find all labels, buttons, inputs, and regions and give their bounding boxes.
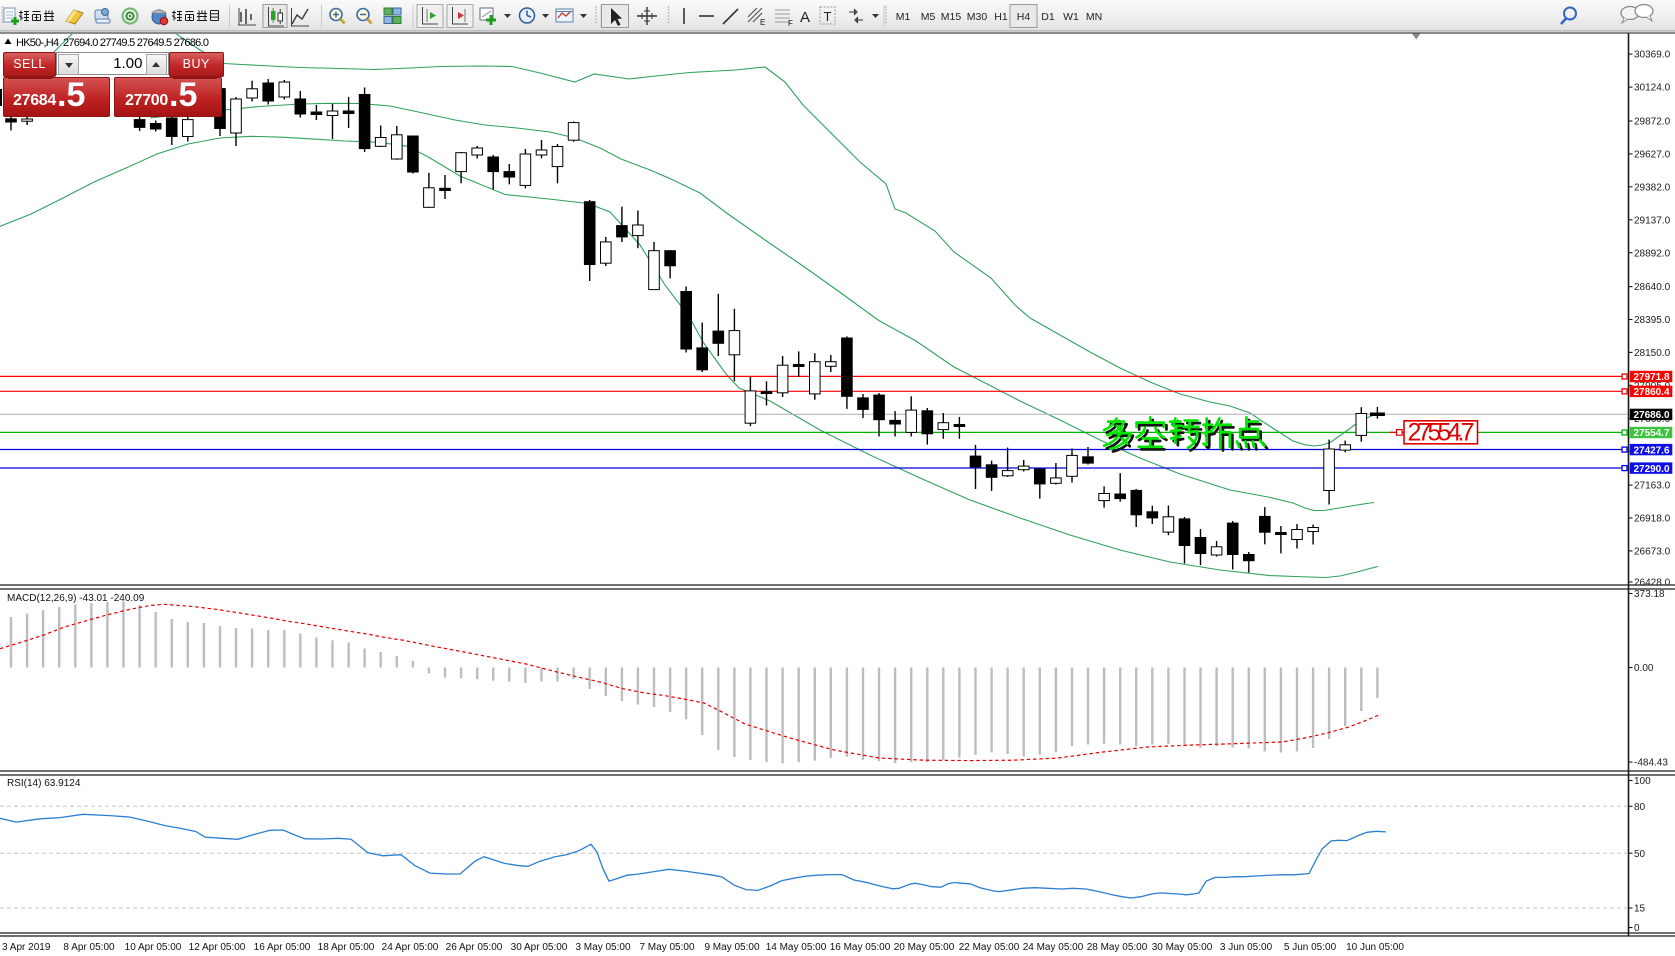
svg-text:22 May 05:00: 22 May 05:00: [959, 942, 1020, 953]
svg-text:28150.0: 28150.0: [1634, 348, 1671, 359]
svg-text:27554.7: 27554.7: [1634, 428, 1670, 439]
svg-text:27554.7: 27554.7: [1408, 419, 1475, 447]
svg-text:MACD(12,26,9) -43.01 -240.09: MACD(12,26,9) -43.01 -240.09: [7, 593, 145, 604]
svg-text:26428.0: 26428.0: [1634, 578, 1671, 589]
svg-text:29382.0: 29382.0: [1634, 182, 1671, 193]
svg-text:16 Apr 05:00: 16 Apr 05:00: [254, 942, 311, 953]
svg-text:50: 50: [1634, 849, 1646, 860]
svg-text:27427.6: 27427.6: [1634, 445, 1670, 456]
svg-text:28395.0: 28395.0: [1634, 315, 1671, 326]
svg-text:M1: M1: [896, 11, 911, 23]
svg-text:30 Apr 05:00: 30 Apr 05:00: [511, 942, 568, 953]
svg-text:0.00: 0.00: [1634, 663, 1654, 674]
svg-text:28640.0: 28640.0: [1634, 282, 1671, 293]
svg-text:29872.0: 29872.0: [1634, 117, 1671, 128]
svg-text:27290.0: 27290.0: [1634, 464, 1670, 475]
svg-text:373.18: 373.18: [1634, 589, 1665, 600]
svg-text:A: A: [800, 9, 810, 26]
svg-text:M5: M5: [921, 11, 936, 23]
svg-text:3 Jun 05:00: 3 Jun 05:00: [1220, 942, 1273, 953]
svg-text:8 Apr 05:00: 8 Apr 05:00: [63, 942, 115, 953]
svg-text:28 May 05:00: 28 May 05:00: [1087, 942, 1148, 953]
svg-text:HK50-,H4 27694.0 27749.5 2764: HK50-,H4 27694.0 27749.5 27649.5 27686.0: [16, 37, 209, 49]
svg-text:18 Apr 05:00: 18 Apr 05:00: [318, 942, 375, 953]
svg-text:T: T: [824, 9, 832, 24]
svg-text:26918.0: 26918.0: [1634, 514, 1671, 525]
svg-text:3 Apr 2019: 3 Apr 2019: [2, 942, 51, 953]
svg-text:26673.0: 26673.0: [1634, 547, 1671, 558]
svg-text:24 Apr 05:00: 24 Apr 05:00: [382, 942, 439, 953]
svg-text:E: E: [760, 18, 765, 27]
svg-text:10 Jun 05:00: 10 Jun 05:00: [1346, 942, 1404, 953]
svg-text:14 May 05:00: 14 May 05:00: [766, 942, 827, 953]
svg-text:28892.0: 28892.0: [1634, 248, 1671, 259]
svg-text:RSI(14) 63.9124: RSI(14) 63.9124: [7, 778, 81, 789]
svg-text:H1: H1: [994, 11, 1008, 23]
svg-text:29137.0: 29137.0: [1634, 215, 1671, 226]
svg-text:F: F: [788, 19, 793, 28]
svg-text:15: 15: [1634, 904, 1646, 915]
svg-text:5 Jun 05:00: 5 Jun 05:00: [1284, 942, 1337, 953]
svg-text:9 May 05:00: 9 May 05:00: [704, 942, 759, 953]
svg-text:100: 100: [1634, 776, 1651, 787]
svg-text:W1: W1: [1063, 11, 1079, 23]
svg-text:3 May 05:00: 3 May 05:00: [575, 942, 630, 953]
svg-text:20 May 05:00: 20 May 05:00: [894, 942, 955, 953]
svg-text:27686.0: 27686.0: [1634, 410, 1670, 421]
svg-text:M30: M30: [967, 11, 988, 23]
svg-text:M15: M15: [941, 11, 962, 23]
svg-text:H4: H4: [1017, 11, 1031, 23]
svg-text:7 May 05:00: 7 May 05:00: [639, 942, 694, 953]
svg-text:D1: D1: [1041, 11, 1055, 23]
svg-text:12 Apr 05:00: 12 Apr 05:00: [189, 942, 246, 953]
svg-text:-484.43: -484.43: [1634, 758, 1668, 769]
svg-text:26 Apr 05:00: 26 Apr 05:00: [446, 942, 503, 953]
svg-text:30 May 05:00: 30 May 05:00: [1152, 942, 1213, 953]
svg-text:80: 80: [1634, 802, 1646, 813]
svg-text:29627.0: 29627.0: [1634, 150, 1671, 161]
svg-text:30369.0: 30369.0: [1634, 50, 1671, 61]
svg-text:MN: MN: [1086, 11, 1102, 23]
svg-text:24 May 05:00: 24 May 05:00: [1023, 942, 1084, 953]
svg-text:16 May 05:00: 16 May 05:00: [830, 942, 891, 953]
svg-text:27860.4: 27860.4: [1634, 387, 1670, 398]
svg-text:27163.0: 27163.0: [1634, 481, 1671, 492]
svg-text:0: 0: [1634, 923, 1640, 934]
svg-text:10 Apr 05:00: 10 Apr 05:00: [125, 942, 182, 953]
svg-text:27971.8: 27971.8: [1634, 372, 1670, 383]
svg-text:30124.0: 30124.0: [1634, 83, 1671, 94]
